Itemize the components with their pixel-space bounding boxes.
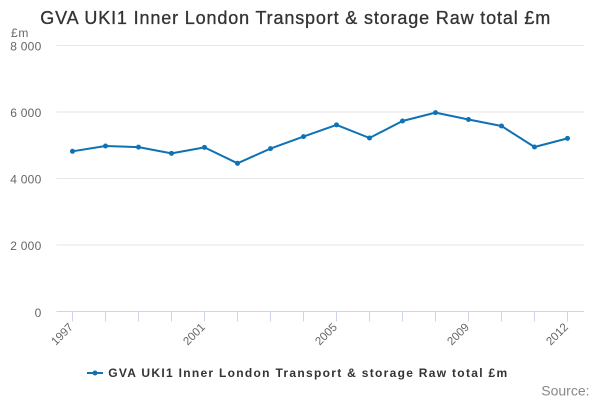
svg-text:6 000: 6 000 [10,106,41,120]
svg-text:Source:: Source: [541,383,589,399]
svg-text:GVA UKI1 Inner London Transpor: GVA UKI1 Inner London Transport & storag… [40,8,551,28]
svg-text:4 000: 4 000 [10,173,41,187]
svg-text:2 000: 2 000 [10,239,41,253]
svg-text:0: 0 [35,306,42,320]
svg-text:8 000: 8 000 [10,40,41,54]
svg-text:£m: £m [11,26,29,40]
svg-text:GVA UKI1 Inner London Transpor: GVA UKI1 Inner London Transport & storag… [108,366,508,380]
